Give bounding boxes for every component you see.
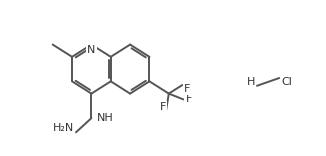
- Text: F: F: [185, 95, 192, 105]
- Text: H₂N: H₂N: [53, 123, 74, 133]
- Text: F: F: [160, 102, 166, 112]
- Text: N: N: [87, 45, 96, 55]
- Text: H: H: [246, 77, 255, 87]
- Text: NH: NH: [96, 113, 113, 123]
- Text: F: F: [185, 84, 191, 94]
- Text: Cl: Cl: [281, 77, 292, 87]
